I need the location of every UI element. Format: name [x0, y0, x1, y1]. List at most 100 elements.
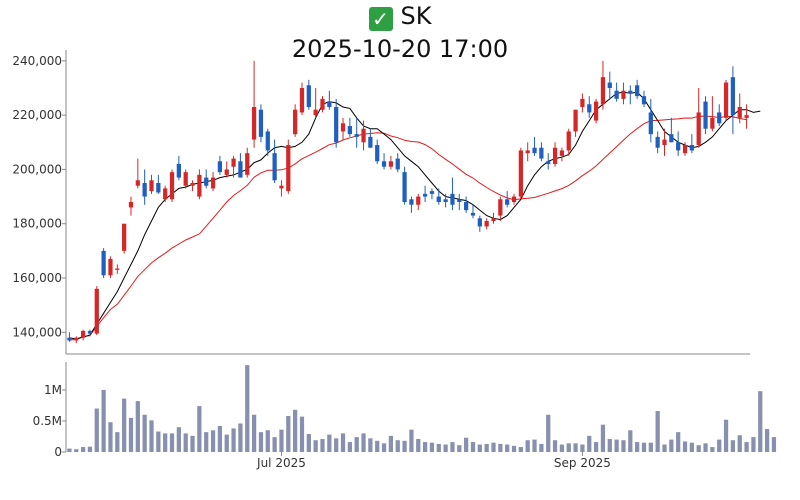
candle-body	[169, 172, 175, 200]
candle-body	[559, 150, 565, 156]
candle-body	[265, 131, 270, 151]
chart-title: ✓ SK	[0, 0, 800, 32]
volume-bar	[607, 438, 612, 452]
candle-body	[74, 337, 79, 341]
candle-body	[566, 131, 571, 151]
volume-bar	[587, 435, 592, 452]
volume-bar	[751, 437, 756, 452]
volume-bar	[505, 444, 510, 452]
volume-bar	[224, 434, 229, 452]
volume-bar	[635, 442, 640, 452]
price-tick-label: 180,000	[12, 217, 62, 231]
candle-body	[101, 250, 106, 276]
volume-bar	[518, 447, 523, 452]
candle-body	[669, 134, 674, 143]
volume-bar	[238, 423, 243, 452]
volume-bar	[669, 439, 674, 452]
volume-bar	[402, 440, 407, 452]
candle-body	[306, 85, 311, 107]
volume-bar	[641, 442, 647, 452]
candle-body	[464, 202, 469, 211]
candle-body	[648, 112, 653, 135]
candle-body	[87, 330, 93, 334]
candle-body	[429, 191, 435, 194]
candle-body	[552, 147, 558, 164]
volume-bar	[484, 443, 489, 452]
volume-bar	[251, 414, 257, 452]
chart-subtitle-timestamp: 2025-10-20 17:00	[291, 35, 509, 63]
candle-body	[532, 147, 537, 154]
candle-body	[217, 161, 223, 173]
candle-body	[703, 101, 708, 129]
candle-body	[163, 188, 168, 200]
volume-bar	[662, 444, 667, 452]
candle-body	[443, 199, 448, 202]
candle-body	[204, 177, 209, 186]
volume-bar	[128, 417, 134, 452]
candle-body	[689, 145, 694, 151]
volume-bar	[621, 440, 626, 452]
volume-bar	[628, 430, 633, 452]
ticker-label: SK	[400, 2, 432, 30]
volume-bar	[566, 443, 571, 452]
volume-bar	[491, 442, 496, 452]
volume-bar	[552, 440, 558, 452]
candle-body	[156, 183, 161, 193]
volume-bar	[539, 443, 544, 452]
volume-bar	[169, 433, 175, 452]
candle-body	[347, 126, 352, 135]
x-tick-label: Sep 2025	[554, 456, 611, 470]
volume-bar	[87, 446, 93, 452]
volume-bar	[600, 424, 606, 452]
volume-bar	[443, 444, 448, 452]
volume-bar	[204, 432, 209, 452]
volume-bar	[108, 422, 113, 452]
ma-long-line	[69, 115, 747, 341]
candle-body	[320, 98, 325, 110]
candle-body	[115, 268, 120, 270]
volume-bar	[717, 439, 722, 452]
candle-body	[361, 128, 366, 143]
candle-body	[730, 77, 736, 116]
volume-bar	[231, 428, 236, 452]
candle-body	[696, 112, 701, 145]
candle-body	[381, 161, 387, 167]
volume-bar	[436, 443, 441, 452]
candle-body	[409, 199, 414, 205]
volume-bar	[176, 427, 181, 452]
candle-body	[149, 180, 154, 192]
volume-bar	[375, 440, 380, 452]
candle-body	[546, 161, 551, 164]
volume-bar	[498, 443, 503, 452]
candle-body	[422, 193, 428, 197]
volume-bar	[593, 442, 599, 452]
candle-body	[272, 153, 277, 181]
candle-body	[450, 193, 455, 205]
candle-body	[635, 85, 640, 97]
volume-bar	[286, 416, 291, 452]
candle-body	[600, 77, 606, 105]
candle-body	[251, 107, 257, 140]
price-tick-label: 200,000	[12, 162, 62, 176]
candle-body	[368, 136, 373, 148]
candle-body	[737, 107, 742, 118]
candle-body	[655, 136, 660, 148]
volume-bar	[306, 434, 311, 452]
volume-bar	[217, 425, 223, 452]
volume-bar	[710, 447, 715, 452]
volume-bar	[361, 433, 366, 452]
volume-bar	[532, 439, 537, 452]
ma-short-line	[69, 91, 761, 340]
candle-body	[183, 172, 188, 186]
volume-tick-label: 1M	[44, 383, 62, 397]
candle-body	[525, 150, 530, 154]
price-tick-label: 160,000	[12, 271, 62, 285]
volume-bar	[142, 414, 147, 452]
candle-body	[286, 145, 291, 192]
volume-bar	[258, 432, 264, 452]
candle-body	[573, 109, 578, 132]
volume-bar	[655, 411, 660, 452]
volume-bar	[758, 391, 763, 452]
candle-body	[491, 218, 496, 221]
